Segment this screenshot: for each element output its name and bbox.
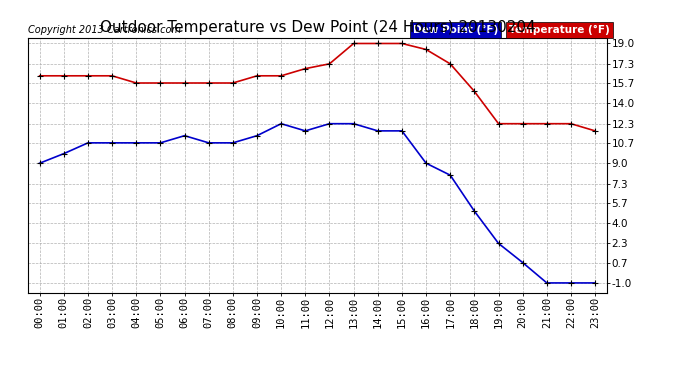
Text: Copyright 2013 Cartronics.com: Copyright 2013 Cartronics.com: [28, 25, 181, 35]
Text: Temperature (°F): Temperature (°F): [509, 25, 609, 35]
Text: Dew Point (°F): Dew Point (°F): [413, 25, 498, 35]
Title: Outdoor Temperature vs Dew Point (24 Hours) 20130204: Outdoor Temperature vs Dew Point (24 Hou…: [99, 20, 535, 35]
